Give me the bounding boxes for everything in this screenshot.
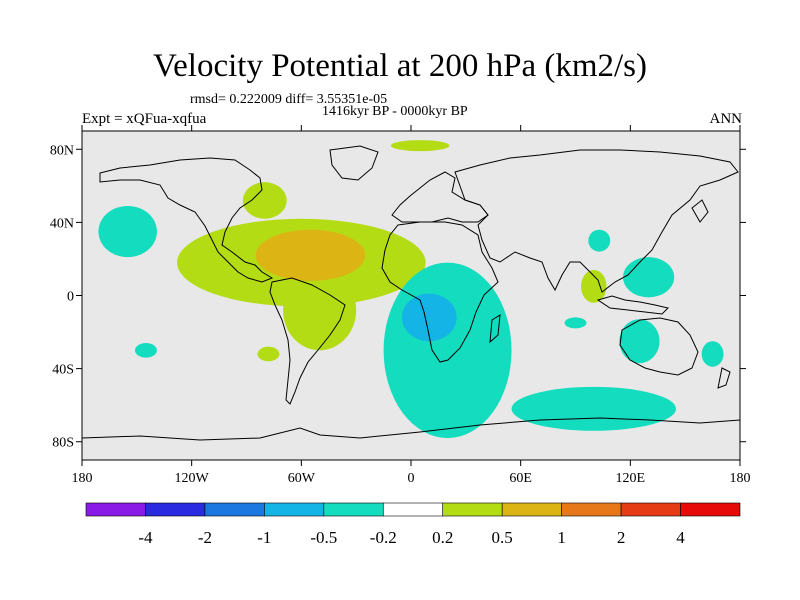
colorbar-label: -0.5 [310,528,337,547]
region-3 [390,140,450,152]
colorbar-label: -2 [198,528,212,547]
x-tick-label: 60E [509,471,532,486]
coastline-africa [381,221,499,363]
region-9 [98,205,157,258]
colorbar-swatch [501,502,562,517]
colorbar-label: -0.2 [370,528,397,547]
colorbar-label: 2 [617,528,626,547]
coastline-madagascar [489,314,501,344]
colorbar-label: 4 [676,528,685,547]
coastline-greenland [329,145,379,181]
colorbar-swatch [680,502,741,517]
colorbar-swatch [442,502,503,517]
region-13 [701,341,724,367]
coastline-australia [619,317,699,376]
coastline-indonesia [596,295,669,315]
colorbar-swatch [382,502,444,517]
colorbar-swatch [264,502,325,517]
region-2 [242,182,287,219]
season-label: ANN [709,111,743,127]
coastline-new-zealand [717,367,731,389]
y-tick-label: 40N [50,216,74,231]
region-7 [383,262,512,439]
x-tick-label: 0 [408,471,415,486]
region-11 [619,319,660,364]
colorbar-label: 1 [557,528,566,547]
x-axis: 180 120W 60W 0 60E 120E 180 [72,125,751,486]
region-6 [255,229,366,281]
shaded-regions [98,140,724,439]
region-4 [257,346,280,362]
colorbar-swatch [85,502,146,517]
colorbar-label: -1 [257,528,271,547]
x-tick-label: 120W [175,471,210,486]
y-tick-label: 80N [50,143,74,158]
region-5 [580,269,607,303]
colorbar-label: 0.2 [432,528,453,547]
coastline-north-america [99,157,274,283]
y-tick-label: 80S [52,436,74,451]
region-1 [283,269,357,351]
y-tick-label: 40S [52,363,74,378]
colorbar-swatch [561,502,622,517]
x-tick-label: 180 [72,471,93,486]
period-label: 1416kyr BP - 0000kyr BP [322,104,468,119]
y-tick-label: 0 [67,290,74,305]
region-15 [564,317,587,329]
coastline-south-america [269,277,346,405]
colorbar: -4 -2 -1 -0.5 -0.2 0.2 0.5 1 2 4 [85,502,741,547]
colorbar-swatch [204,502,265,517]
colorbar-label: -4 [138,528,153,547]
x-tick-label: 180 [730,471,751,486]
region-16 [401,293,457,342]
coastline-japan [691,199,709,223]
y-axis: 80N 40N 0 40S 80S [50,143,746,451]
coastlines [82,145,740,441]
colorbar-swatch [145,502,206,517]
colorbar-swatch [620,502,681,517]
chart-title: Velocity Potential at 200 hPa (km2/s) [152,48,648,84]
region-10 [623,257,675,298]
experiment-label: Expt = xQFua-xqfua [82,111,207,127]
colorbar-swatch [323,502,384,517]
region-14 [135,343,157,358]
colorbar-label: 0.5 [492,528,513,547]
stats-label: rmsd= 0.222009 diff= 3.55351e-05 [190,92,388,107]
region-8 [511,386,677,431]
coastline-asia [454,149,739,293]
x-tick-label: 60W [288,471,316,486]
region-12 [588,229,611,252]
x-tick-label: 120E [616,471,646,486]
coastline-antarctica [82,417,740,441]
